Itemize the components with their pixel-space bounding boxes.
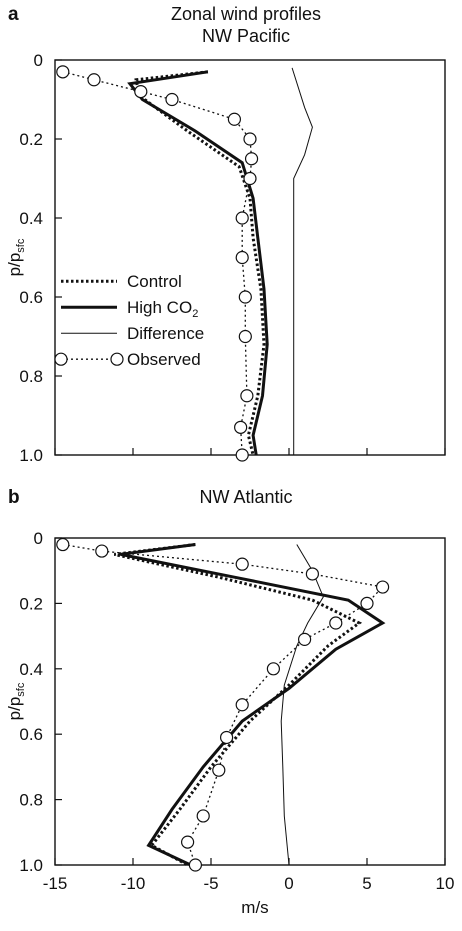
panel-b-observed-point — [298, 632, 312, 646]
panel-a-ylabel-sub: sfc — [15, 238, 27, 253]
panel-b-ytick-label: 1.0 — [19, 856, 43, 875]
panel-b-observed-point — [181, 835, 195, 849]
panel-b-observed-point — [95, 544, 109, 558]
panel-b-xtick-label: -5 — [203, 874, 218, 893]
panel-b-plot: 0 0.2 0.4 0.6 0.8 1.0-15 -10 -5 0 5 10 p/psfc m/s — [5, 529, 454, 917]
panel-b-series-control — [113, 543, 363, 867]
panel-a-ytick-label: 0.6 — [19, 288, 43, 307]
panel-b-observed-point — [188, 858, 202, 872]
legend-marker-observed — [54, 352, 68, 366]
panel-b-observed-point — [196, 809, 210, 823]
legend-marker-observed — [110, 352, 124, 366]
panel-b-xtick-label: -10 — [121, 874, 146, 893]
panel-a-ytick-label: 0.2 — [19, 130, 43, 149]
panel-b-observed-point — [235, 698, 249, 712]
panel-b-observed-point — [56, 537, 70, 552]
panel-a-observed-point — [56, 65, 70, 79]
panel-a-observed-point — [227, 112, 241, 126]
panel-b-observed-point — [266, 662, 280, 676]
panel-a-title: Zonal wind profiles — [171, 4, 321, 24]
panel-a-observed-point — [238, 329, 252, 344]
panel-b-observed-point — [212, 763, 226, 777]
panel-b-xtick-label: 10 — [436, 874, 455, 893]
panel-a-subtitle: NW Pacific — [202, 26, 290, 46]
panel-a-frame — [54, 59, 446, 456]
panel-a-observed-point — [238, 290, 252, 304]
panel-a-ytick-label: 1.0 — [19, 446, 43, 465]
panel-b-series-high-co2 — [120, 543, 386, 867]
panel-b-observed-point — [220, 730, 234, 745]
panel-b-xlabel: m/s — [241, 898, 268, 917]
panel-a-observed-point — [165, 92, 179, 107]
panel-b-ytick-label: 0.2 — [19, 594, 43, 613]
panel-a-observed-point — [243, 132, 257, 146]
panel-b-observed-point — [360, 596, 374, 611]
panel-b-title: NW Atlantic — [199, 487, 292, 507]
panel-a-observed-point — [234, 420, 248, 434]
legend-label-control: Control — [127, 272, 182, 291]
panel-a-letter: a — [8, 4, 19, 25]
panel-a-ytick-label: 0.8 — [19, 367, 43, 386]
panel-a-observed-point — [235, 448, 249, 462]
panel-a-observed-point — [240, 389, 254, 403]
panel-a-series-difference — [291, 67, 313, 455]
panel-b-observed-point — [376, 580, 390, 594]
panel-a-ytick-label: 0 — [34, 51, 43, 70]
panel-b-letter: b — [8, 487, 20, 508]
panel-b-xtick-label: 5 — [362, 874, 371, 893]
panel-b-ylabel-sub: sfc — [15, 682, 27, 697]
panel-b-observed-point — [329, 616, 343, 630]
panel-a-plot: 0 0.2 0.4 0.6 0.8 1.0 p/psfc Control High CO2 Dif… — [5, 51, 446, 465]
panel-b-xtick-label: 0 — [284, 874, 293, 893]
panel-b-ylabel-main: p/p — [5, 697, 24, 721]
panel-a-observed-point — [243, 171, 257, 186]
panel-a-observed-point — [134, 84, 148, 99]
legend-label-observed: Observed — [127, 350, 201, 369]
panel-b-observed-point — [235, 557, 249, 571]
panel-a-ytick-label: 0.4 — [19, 209, 43, 228]
panel-a-series-observed — [62, 71, 253, 456]
panel-b-series-observed — [62, 543, 384, 866]
legend-label-difference: Difference — [127, 324, 204, 343]
panel-b-observed-point — [305, 567, 319, 581]
panel-a-observed-point — [87, 73, 101, 87]
panel-a-observed-point — [235, 211, 249, 225]
panel-b-ytick-label: 0.6 — [19, 725, 43, 744]
panel-a-ylabel: p/psfc — [5, 238, 27, 276]
legend-label-high-co: High CO2 — [127, 298, 198, 320]
panel-b-ytick-label: 0 — [34, 529, 43, 548]
panel-b-ytick-label: 0.8 — [19, 791, 43, 810]
panel-b-series-difference — [280, 544, 324, 866]
panel-a-observed-point — [235, 250, 249, 265]
panel-b-xtick-label: -15 — [43, 874, 68, 893]
panel-a-observed-point — [244, 152, 259, 166]
panel-b-ytick-label: 0.4 — [19, 660, 43, 679]
panel-b-frame — [54, 537, 446, 866]
panel-a-ylabel-main: p/p — [5, 253, 24, 277]
panel-b-ylabel: p/psfc — [5, 682, 27, 720]
